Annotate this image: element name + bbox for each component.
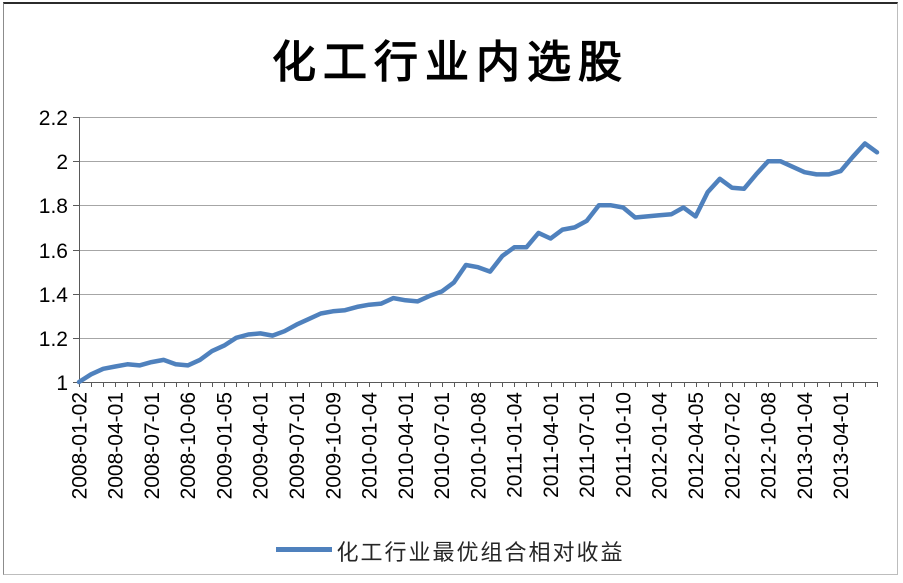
x-axis-label: 2011-04-01 [540, 392, 563, 498]
x-axis-label: 2009-04-01 [250, 392, 273, 499]
chart-frame: 化工行业内选股 1 1.2 1.4 1.6 1.8 2 2.2 2008-01-02 2008-… [3, 2, 898, 575]
x-axis-label: 2008-10-06 [177, 392, 200, 499]
y-axis-label: 1 [56, 372, 68, 395]
legend-label: 化工行业最优组合相对收益 [336, 540, 625, 565]
x-axis-label: 2009-07-01 [286, 392, 309, 499]
x-axis-label: 2008-04-01 [105, 392, 128, 499]
x-axis-label: 2008-07-01 [141, 392, 164, 499]
x-axis-label: 2008-01-02 [68, 392, 91, 499]
x-axis-label: 2012-07-02 [721, 392, 744, 499]
chart-title: 化工行业内选股 [272, 38, 629, 87]
y-axis-label: 1.6 [39, 240, 68, 263]
x-axis-label: 2013-01-04 [794, 392, 817, 500]
legend-line-icon [276, 547, 333, 552]
x-axis-label: 2012-10-08 [758, 392, 781, 499]
x-axis-label: 2012-04-05 [685, 392, 708, 499]
legend: 化工行业最优组合相对收益 [4, 535, 897, 567]
x-axis-label: 2010-04-01 [395, 392, 418, 499]
x-axis-label: 2010-07-01 [431, 392, 454, 499]
x-axis-label: 2009-01-05 [213, 392, 236, 499]
x-axis-label: 2011-01-04 [504, 392, 527, 498]
y-axis-label: 1.2 [39, 328, 68, 351]
y-axis-label: 1.8 [39, 195, 68, 218]
x-axis-label: 2010-10-08 [467, 392, 490, 499]
y-axis-label: 2 [56, 151, 68, 174]
y-axis-label: 2.2 [39, 107, 68, 130]
x-axis-label: 2013-04-01 [830, 392, 853, 499]
x-axis-label: 2010-01-04 [359, 392, 382, 500]
plot-area: 1 1.2 1.4 1.6 1.8 2 2.2 2008-01-02 2008-04-01 200… [39, 107, 880, 500]
x-axis-label: 2012-01-04 [649, 392, 672, 500]
y-axis-label: 1.4 [39, 284, 69, 307]
x-axis-label: 2011-10-10 [612, 392, 635, 498]
x-axis-label: 2009-10-09 [322, 392, 345, 499]
series-line [76, 141, 880, 385]
x-axis-label: 2011-07-01 [576, 392, 599, 498]
